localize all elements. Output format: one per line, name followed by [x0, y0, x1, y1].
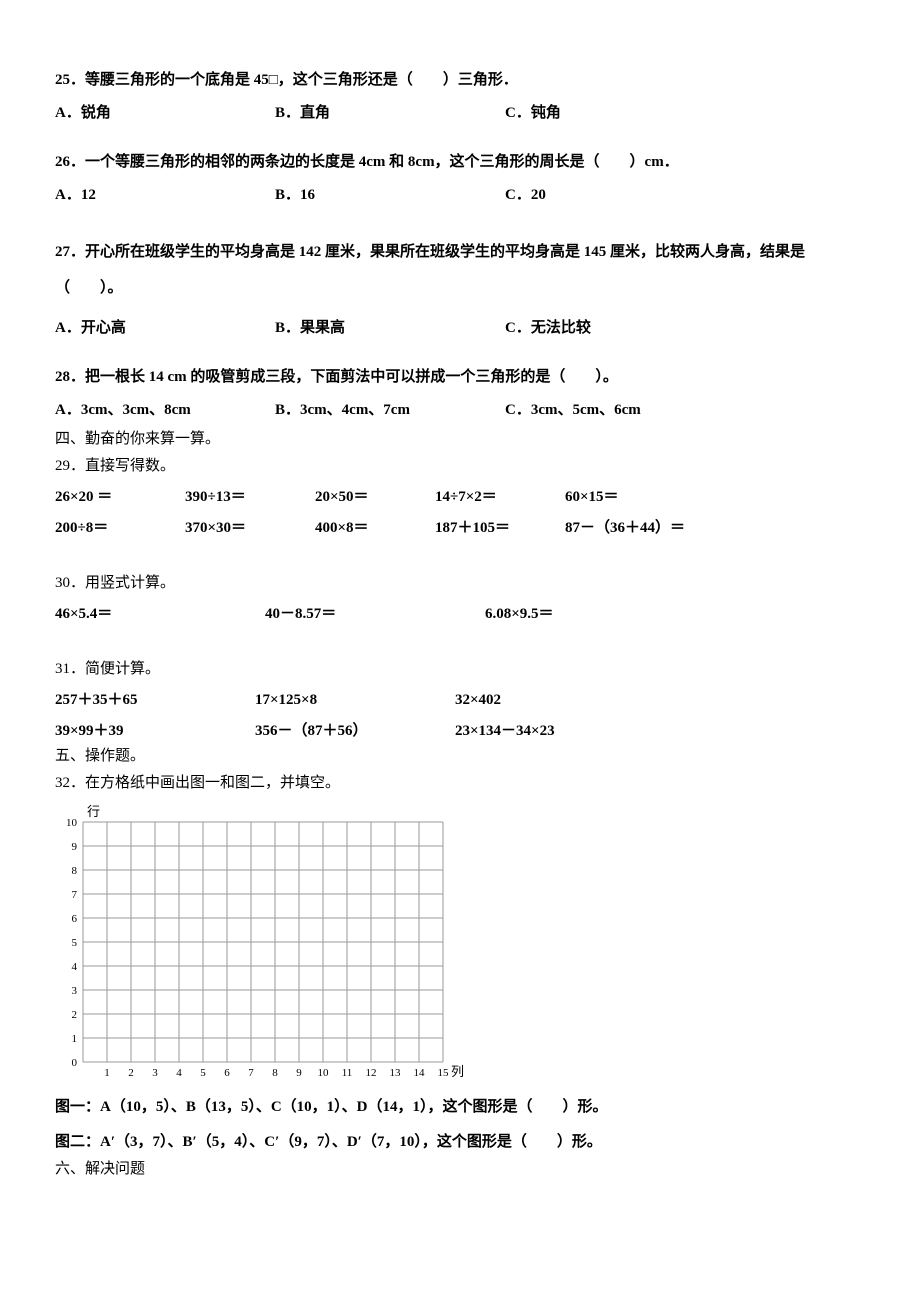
svg-text:4: 4 [176, 1067, 182, 1079]
svg-text:1: 1 [104, 1067, 110, 1079]
q30-row: 46×5.4＝ 40－8.57＝ 6.08×9.5＝ [55, 604, 865, 625]
question-26-text: 26．一个等腰三角形的相邻的两条边的长度是 4cm 和 8cm，这个三角形的周长… [55, 152, 865, 173]
q31-r1-s1: 257＋35＋65 [55, 690, 255, 711]
section-6-title: 六、解决问题 [55, 1159, 865, 1180]
q32-line1: 图一：A（10，5）、B（13，5）、C（10，1）、D（14，1），这个图形是… [55, 1097, 865, 1118]
svg-text:14: 14 [414, 1067, 426, 1079]
q26-option-c: C．20 [505, 185, 725, 206]
section-4-title: 四、勤奋的你来算一算。 [55, 429, 865, 450]
q26-option-b: B．16 [275, 185, 505, 206]
question-25-text: 25．等腰三角形的一个底角是 45□，这个三角形还是（ ）三角形． [55, 70, 865, 91]
question-26: 26．一个等腰三角形的相邻的两条边的长度是 4cm 和 8cm，这个三角形的周长… [55, 152, 865, 206]
svg-text:5: 5 [200, 1067, 206, 1079]
svg-text:0: 0 [72, 1057, 78, 1069]
q29-r1-c5: 60×15＝ [565, 487, 725, 508]
q29-r2-c1: 200÷8＝ [55, 518, 185, 539]
section-5-title: 五、操作题。 [55, 746, 865, 767]
q29-r2-c2: 370×30＝ [185, 518, 315, 539]
svg-text:12: 12 [366, 1067, 377, 1079]
svg-text:10: 10 [318, 1067, 330, 1079]
q25-option-a: A．锐角 [55, 103, 275, 124]
svg-text:2: 2 [128, 1067, 134, 1079]
svg-text:10: 10 [66, 817, 78, 829]
svg-text:9: 9 [72, 841, 78, 853]
q29-r1-c2: 390÷13＝ [185, 487, 315, 508]
q28-option-b: B．3cm、4cm、7cm [275, 400, 505, 421]
q28-option-c: C．3cm、5cm、6cm [505, 400, 725, 421]
q32-line2: 图二：A′（3，7）、B′（5，4）、C′（9，7）、D′（7，10），这个图形… [55, 1132, 865, 1153]
svg-text:5: 5 [72, 937, 78, 949]
q25-option-c: C．钝角 [505, 103, 725, 124]
q27-option-a: A．开心高 [55, 318, 275, 339]
svg-text:13: 13 [390, 1067, 402, 1079]
svg-text:11: 11 [342, 1067, 353, 1079]
svg-text:4: 4 [72, 961, 78, 973]
svg-text:行: 行 [87, 804, 100, 819]
q31-r1-s3: 32×402 [455, 690, 655, 711]
svg-text:8: 8 [72, 865, 78, 877]
q31-r1-s2: 17×125×8 [255, 690, 455, 711]
question-31-title: 31．简便计算。 [55, 659, 865, 680]
question-28-options: A．3cm、3cm、8cm B．3cm、4cm、7cm C．3cm、5cm、6c… [55, 400, 865, 421]
svg-text:3: 3 [152, 1067, 158, 1079]
q30-v1: 46×5.4＝ [55, 604, 265, 625]
grid-svg: 109876543210123456789101112131415行列 [55, 804, 473, 1084]
q29-row2: 200÷8＝ 370×30＝ 400×8＝ 187＋105＝ 87－（36＋44… [55, 518, 865, 539]
svg-text:15: 15 [438, 1067, 450, 1079]
q31-r2-s1: 39×99＋39 [55, 721, 255, 742]
q29-r2-c3: 400×8＝ [315, 518, 435, 539]
svg-text:2: 2 [72, 1009, 78, 1021]
q27-option-b: B．果果高 [275, 318, 505, 339]
svg-text:8: 8 [272, 1067, 278, 1079]
q31-r2-s2: 356－（87＋56） [255, 721, 455, 742]
q29-r1-c1: 26×20 ＝ [55, 487, 185, 508]
question-30-title: 30．用竖式计算。 [55, 573, 865, 594]
svg-text:1: 1 [72, 1033, 78, 1045]
q25-option-b: B．直角 [275, 103, 505, 124]
q26-option-a: A．12 [55, 185, 275, 206]
q27-option-c: C．无法比较 [505, 318, 725, 339]
q31-r2-s3: 23×134－34×23 [455, 721, 655, 742]
q31-row1: 257＋35＋65 17×125×8 32×402 [55, 690, 865, 711]
svg-text:7: 7 [72, 889, 78, 901]
svg-text:列: 列 [451, 1064, 464, 1079]
question-27-options: A．开心高 B．果果高 C．无法比较 [55, 318, 865, 339]
q29-r1-c4: 14÷7×2＝ [435, 487, 565, 508]
question-27-text: 27．开心所在班级学生的平均身高是 142 厘米，果果所在班级学生的平均身高是 … [55, 234, 865, 306]
question-28: 28．把一根长 14 cm 的吸管剪成三段，下面剪法中可以拼成一个三角形的是（ … [55, 367, 865, 421]
q29-r2-c4: 187＋105＝ [435, 518, 565, 539]
svg-text:6: 6 [72, 913, 78, 925]
q29-r1-c3: 20×50＝ [315, 487, 435, 508]
q30-v3: 6.08×9.5＝ [485, 604, 685, 625]
question-26-options: A．12 B．16 C．20 [55, 185, 865, 206]
question-29-title: 29．直接写得数。 [55, 456, 865, 477]
q30-v2: 40－8.57＝ [265, 604, 485, 625]
q31-row2: 39×99＋39 356－（87＋56） 23×134－34×23 [55, 721, 865, 742]
svg-text:7: 7 [248, 1067, 254, 1079]
svg-text:6: 6 [224, 1067, 230, 1079]
svg-text:9: 9 [296, 1067, 302, 1079]
question-25: 25．等腰三角形的一个底角是 45□，这个三角形还是（ ）三角形． A．锐角 B… [55, 70, 865, 124]
question-25-options: A．锐角 B．直角 C．钝角 [55, 103, 865, 124]
q29-r2-c5: 87－（36＋44）＝ [565, 518, 725, 539]
question-32-title: 32．在方格纸中画出图一和图二，并填空。 [55, 773, 865, 794]
question-28-text: 28．把一根长 14 cm 的吸管剪成三段，下面剪法中可以拼成一个三角形的是（ … [55, 367, 865, 388]
q28-option-a: A．3cm、3cm、8cm [55, 400, 275, 421]
q32-grid: 109876543210123456789101112131415行列 [55, 804, 865, 1091]
svg-text:3: 3 [72, 985, 78, 997]
question-27: 27．开心所在班级学生的平均身高是 142 厘米，果果所在班级学生的平均身高是 … [55, 234, 865, 339]
q29-row1: 26×20 ＝ 390÷13＝ 20×50＝ 14÷7×2＝ 60×15＝ [55, 487, 865, 508]
